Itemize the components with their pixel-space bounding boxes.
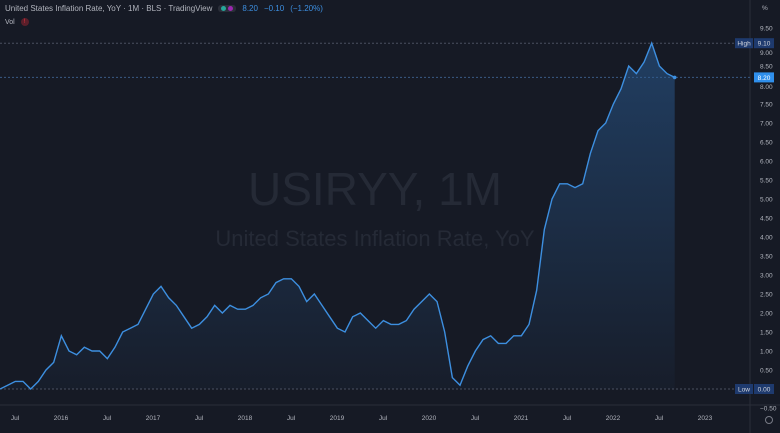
unit-label: % [762,5,768,12]
x-tick-label: 2021 [514,415,529,422]
last-badge-bg [754,72,774,83]
y-tick-label: 4.50 [760,216,773,223]
badge-bg [735,384,753,394]
last-point [672,75,677,80]
badge-value: 9.10 [758,41,771,48]
x-tick-label: Jul [11,415,20,422]
y-tick-label: 1.00 [760,349,773,356]
y-tick-label: 6.00 [760,159,773,166]
x-tick-label: 2023 [698,415,713,422]
x-tick-label: Jul [655,415,664,422]
y-tick-label: 7.50 [760,102,773,109]
y-tick-label: 3.50 [760,254,773,261]
y-tick-label: 8.50 [760,64,773,71]
watermark-name: United States Inflation Rate, YoY [215,226,535,251]
badge-bg [735,38,753,49]
legend: United States Inflation Rate, YoY · 1M ·… [5,4,323,13]
y-tick-label: 3.00 [760,273,773,280]
last-value-badge: 8.20 [758,75,771,82]
legend-change-pct: (−1.20%) [290,4,323,13]
x-tick-label: Jul [287,415,296,422]
y-tick-label: 2.50 [760,292,773,299]
settings-icon[interactable] [765,416,773,424]
x-tick-label: 2022 [606,415,621,422]
x-tick-label: 2019 [330,415,345,422]
badge-value: 0.00 [758,387,771,394]
y-tick-label: 2.00 [760,311,773,318]
x-tick-label: Jul [379,415,388,422]
y-tick-label: 4.00 [760,235,773,242]
badge-label: Low [738,387,750,394]
x-tick-label: 2018 [238,415,253,422]
vol-label: Vol [5,18,15,26]
y-tick-label: 8.00 [760,84,773,91]
legend-change: −0.10 [263,4,285,13]
x-tick-label: Jul [563,415,572,422]
x-tick-label: 2016 [54,415,69,422]
x-tick-label: 2017 [146,415,161,422]
y-tick-label: 9.00 [760,50,773,57]
badge-bg [754,384,774,394]
status-dot-icon [221,6,227,11]
x-tick-label: Jul [471,415,480,422]
status-dots[interactable] [218,5,237,12]
x-tick-label: 2020 [422,415,437,422]
y-tick-label: 7.00 [760,121,773,128]
badge-label: High [737,41,751,48]
volume-legend: Vol ! [5,18,29,26]
y-tick-label: 1.50 [760,330,773,337]
y-tick-label: 5.00 [760,197,773,204]
legend-last: 8.20 [242,4,258,13]
status-dot-icon [228,6,234,11]
y-tick-label: 5.50 [760,178,773,185]
watermark-symbol: USIRYY, 1M [248,163,502,215]
error-icon[interactable]: ! [20,18,29,26]
x-tick-label: Jul [195,415,204,422]
y-tick-label: 9.50 [760,26,773,33]
area-fill [0,43,675,389]
legend-title: United States Inflation Rate, YoY · 1M ·… [5,4,213,13]
x-tick-label: Jul [103,415,112,422]
y-tick-label: 6.50 [760,140,773,147]
y-tick-label: −0.50 [760,406,777,413]
badge-bg [754,38,774,49]
y-tick-label: 0.50 [760,368,773,375]
